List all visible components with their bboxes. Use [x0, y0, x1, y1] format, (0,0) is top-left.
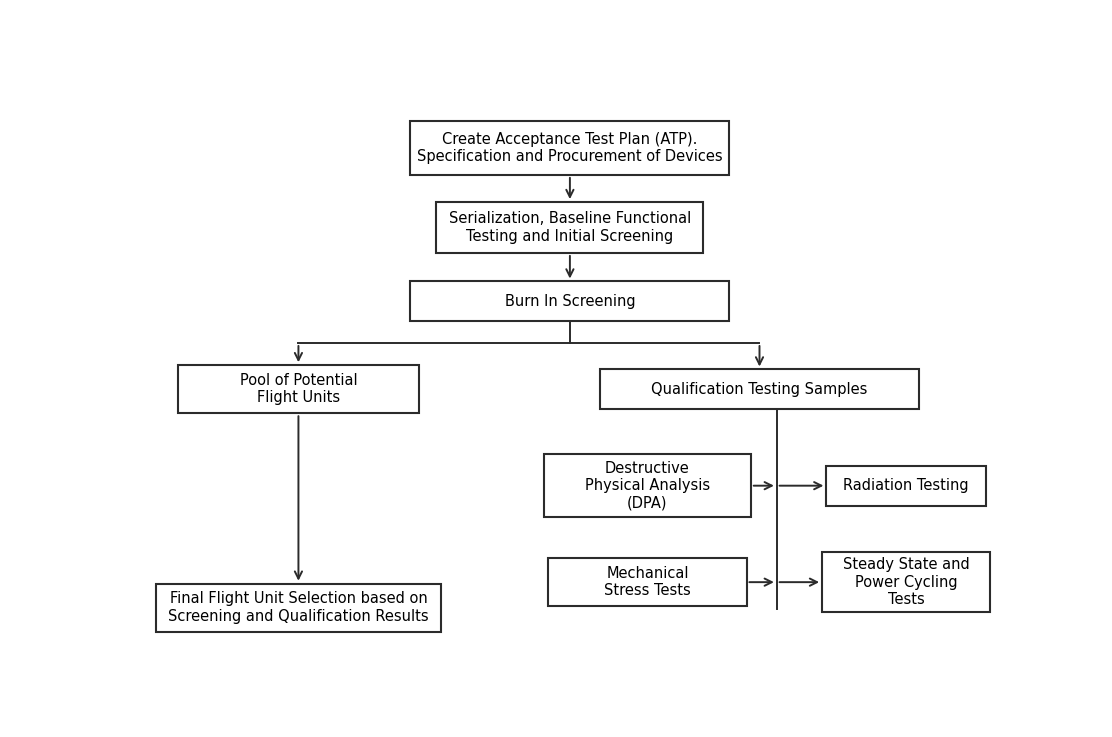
Text: Create Acceptance Test Plan (ATP).
Specification and Procurement of Devices: Create Acceptance Test Plan (ATP). Speci…	[417, 132, 723, 164]
FancyBboxPatch shape	[548, 558, 746, 607]
Text: Burn In Screening: Burn In Screening	[505, 294, 635, 309]
Text: Serialization, Baseline Functional
Testing and Initial Screening: Serialization, Baseline Functional Testi…	[449, 212, 691, 244]
FancyBboxPatch shape	[826, 466, 985, 506]
FancyBboxPatch shape	[410, 121, 729, 175]
FancyBboxPatch shape	[178, 365, 419, 413]
Text: Steady State and
Power Cycling
Tests: Steady State and Power Cycling Tests	[843, 557, 970, 607]
FancyBboxPatch shape	[436, 202, 704, 253]
FancyBboxPatch shape	[156, 584, 440, 632]
Text: Pool of Potential
Flight Units: Pool of Potential Flight Units	[239, 373, 357, 405]
FancyBboxPatch shape	[410, 282, 729, 321]
FancyBboxPatch shape	[822, 552, 990, 612]
Text: Qualification Testing Samples: Qualification Testing Samples	[652, 382, 867, 397]
Text: Mechanical
Stress Tests: Mechanical Stress Tests	[604, 566, 691, 598]
Text: Final Flight Unit Selection based on
Screening and Qualification Results: Final Flight Unit Selection based on Scr…	[168, 592, 429, 624]
FancyBboxPatch shape	[544, 455, 751, 517]
Text: Radiation Testing: Radiation Testing	[843, 478, 969, 493]
Text: Destructive
Physical Analysis
(DPA): Destructive Physical Analysis (DPA)	[585, 461, 711, 511]
FancyBboxPatch shape	[600, 369, 919, 409]
